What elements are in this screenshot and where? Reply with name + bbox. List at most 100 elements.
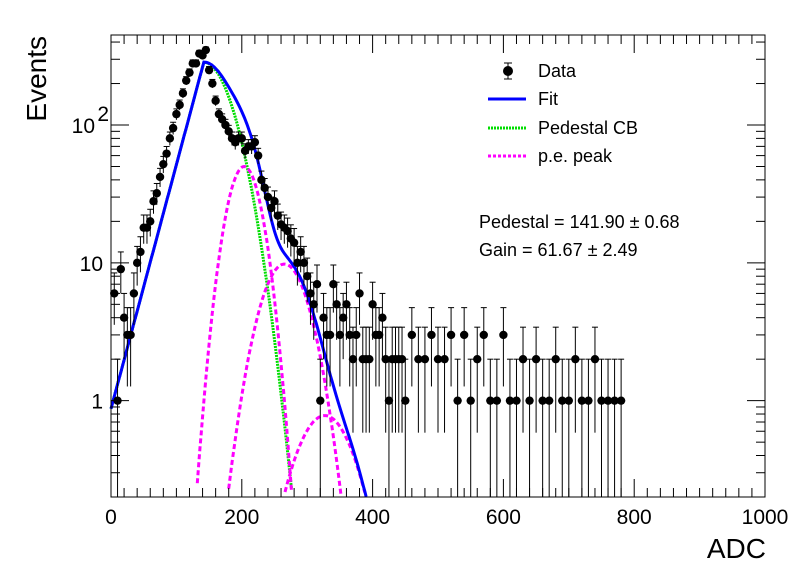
data-point xyxy=(597,358,606,497)
data-point xyxy=(551,326,560,433)
data-marker xyxy=(397,354,407,364)
data-marker xyxy=(168,123,178,133)
data-marker xyxy=(597,396,606,405)
data-point xyxy=(616,358,626,497)
data-marker xyxy=(312,279,322,289)
data-marker xyxy=(616,396,626,405)
data-marker xyxy=(152,189,161,198)
x-tick-label: 600 xyxy=(486,506,521,529)
data-marker xyxy=(303,272,312,281)
data-point xyxy=(479,307,488,387)
data-point xyxy=(116,251,126,294)
data-point xyxy=(237,131,246,146)
data-point xyxy=(610,358,619,497)
data-point xyxy=(505,358,515,497)
data-point xyxy=(397,326,407,433)
data-point xyxy=(201,45,211,55)
data-point xyxy=(316,358,325,497)
data-point xyxy=(584,358,593,497)
data-marker xyxy=(316,396,325,405)
data-point xyxy=(342,281,351,340)
data-point xyxy=(155,167,165,187)
data-point xyxy=(374,307,384,387)
data-marker xyxy=(414,354,423,364)
data-point xyxy=(172,108,181,120)
data-point xyxy=(414,326,423,433)
data-point xyxy=(260,178,269,199)
data-point xyxy=(296,236,305,273)
data-marker xyxy=(479,330,488,340)
data-point xyxy=(512,358,521,497)
y-axis-title: Events xyxy=(21,36,52,122)
data-point xyxy=(325,307,335,387)
data-marker xyxy=(512,396,521,405)
data-marker xyxy=(433,354,443,364)
data-marker xyxy=(486,396,495,405)
data-marker xyxy=(603,396,613,405)
x-tick-label: 200 xyxy=(224,506,259,529)
data-point xyxy=(182,76,191,85)
data-marker xyxy=(201,45,211,55)
data-marker xyxy=(136,247,145,257)
data-point xyxy=(453,358,462,497)
data-marker xyxy=(126,330,135,340)
y-tick-label: 10 xyxy=(80,253,103,276)
data-point xyxy=(185,68,194,77)
data-point xyxy=(352,307,361,387)
data-marker xyxy=(296,247,305,257)
y-tick-label: 1 xyxy=(91,391,103,414)
data-marker xyxy=(446,330,456,340)
data-point xyxy=(564,358,573,497)
data-marker xyxy=(427,330,436,340)
data-point xyxy=(427,307,436,387)
data-point xyxy=(335,307,345,387)
data-point xyxy=(577,358,587,497)
data-marker xyxy=(492,396,502,405)
data-point xyxy=(365,326,374,433)
pe-peak-curve-1 xyxy=(195,164,293,492)
data-marker xyxy=(453,396,462,405)
data-marker xyxy=(577,396,587,405)
data-point xyxy=(312,264,322,313)
data-marker xyxy=(505,396,515,405)
pe-peak-curve-3 xyxy=(283,414,367,493)
data-marker xyxy=(531,354,541,364)
data-marker xyxy=(165,134,175,143)
data-point xyxy=(544,358,554,497)
data-marker xyxy=(342,300,351,309)
data-point xyxy=(178,88,188,99)
data-marker xyxy=(499,330,508,340)
data-marker xyxy=(384,396,394,405)
data-point xyxy=(204,65,214,75)
data-marker xyxy=(119,313,129,322)
curves-layer xyxy=(109,60,368,497)
data-marker xyxy=(129,289,139,298)
data-marker xyxy=(283,226,292,236)
data-point xyxy=(368,281,377,340)
y-tick-label: 10 xyxy=(72,115,95,138)
data-marker xyxy=(149,197,158,206)
data-marker xyxy=(401,396,410,405)
data-point xyxy=(473,326,482,433)
data-point xyxy=(440,326,449,433)
data-point xyxy=(152,182,161,205)
data-point xyxy=(191,59,201,68)
data-marker xyxy=(590,354,600,364)
data-marker xyxy=(142,223,152,232)
data-marker xyxy=(224,127,233,136)
data-marker xyxy=(551,354,560,364)
data-marker xyxy=(289,238,299,247)
data-marker xyxy=(260,183,269,193)
data-point xyxy=(486,358,495,497)
data-point xyxy=(378,292,387,360)
data-point xyxy=(175,99,184,111)
data-point xyxy=(162,145,171,162)
data-marker xyxy=(250,138,260,147)
data-marker xyxy=(309,300,318,309)
data-marker xyxy=(146,217,155,226)
data-marker xyxy=(440,354,449,364)
annotation-pedestal: Pedestal = 141.90 ± 0.68 xyxy=(479,212,680,232)
data-point xyxy=(332,281,341,340)
data-point xyxy=(283,217,292,248)
data-marker xyxy=(466,396,475,405)
